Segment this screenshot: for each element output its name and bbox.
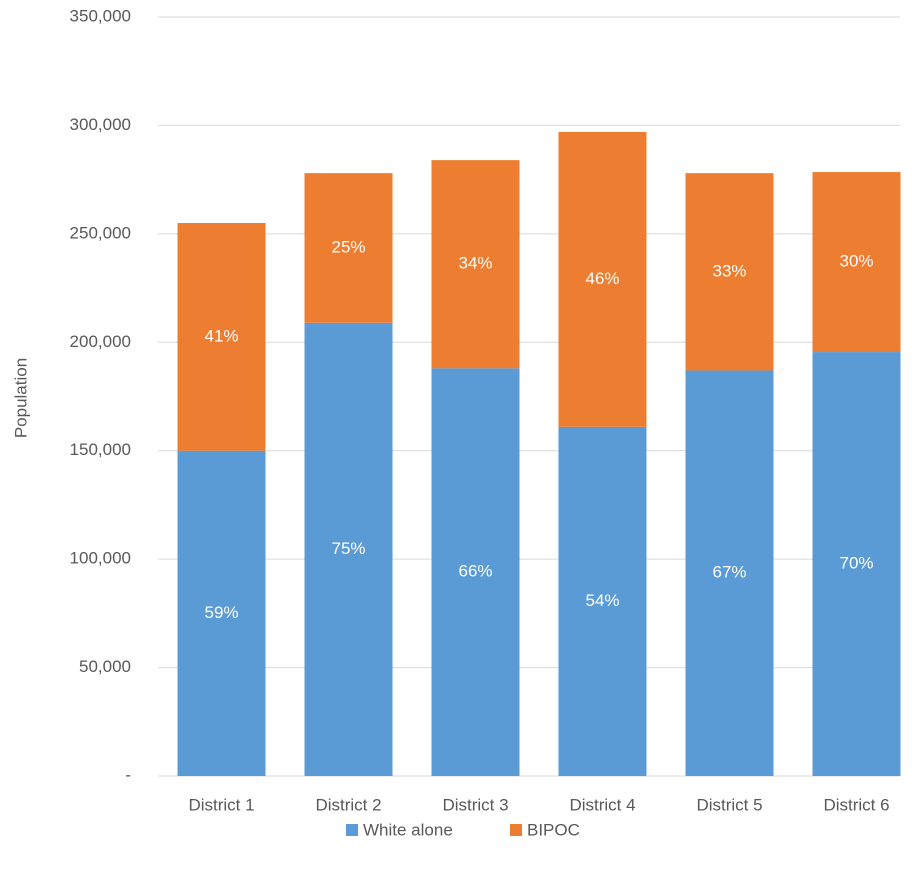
data-label: 75% xyxy=(331,539,365,558)
data-label: 25% xyxy=(331,237,365,256)
bar-segment xyxy=(304,173,393,323)
y-tick-label: 100,000 xyxy=(70,549,131,568)
data-label: 59% xyxy=(204,603,238,622)
y-tick-label: 250,000 xyxy=(70,223,131,242)
data-label: 70% xyxy=(839,554,873,573)
y-tick-label: 50,000 xyxy=(79,657,131,676)
bar-segment xyxy=(431,368,520,776)
bar-segment xyxy=(558,131,647,427)
y-tick-label: 150,000 xyxy=(70,440,131,459)
y-tick-label: - xyxy=(125,765,131,784)
x-tick-label: District 3 xyxy=(442,795,508,814)
legend-label: White alone xyxy=(363,820,453,839)
data-label: 66% xyxy=(458,562,492,581)
bar-segment xyxy=(177,223,266,451)
legend-swatch xyxy=(346,824,358,836)
bar-segment xyxy=(177,450,266,776)
bar-segment xyxy=(685,370,774,776)
y-axis-label: Population xyxy=(11,358,30,438)
bar-segment xyxy=(685,173,774,371)
data-label: 34% xyxy=(458,254,492,273)
data-label: 41% xyxy=(204,326,238,345)
x-tick-label: District 5 xyxy=(696,795,762,814)
bar-segment xyxy=(558,426,647,776)
data-label: 33% xyxy=(712,261,746,280)
y-tick-label: 300,000 xyxy=(70,115,131,134)
bar-segment xyxy=(304,322,393,776)
legend-swatch xyxy=(510,824,522,836)
x-tick-label: District 2 xyxy=(315,795,381,814)
legend-label: BIPOC xyxy=(527,820,580,839)
bar-segment xyxy=(812,352,901,776)
data-label: 30% xyxy=(839,252,873,271)
x-tick-label: District 6 xyxy=(823,795,889,814)
y-tick-label: 200,000 xyxy=(70,332,131,351)
y-tick-label: 350,000 xyxy=(70,6,131,25)
x-tick-label: District 4 xyxy=(569,795,635,814)
x-tick-label: District 1 xyxy=(188,795,254,814)
data-label: 46% xyxy=(585,269,619,288)
bar-segment xyxy=(431,160,520,369)
bar-segment xyxy=(812,172,901,353)
data-label: 67% xyxy=(712,563,746,582)
data-label: 54% xyxy=(585,591,619,610)
